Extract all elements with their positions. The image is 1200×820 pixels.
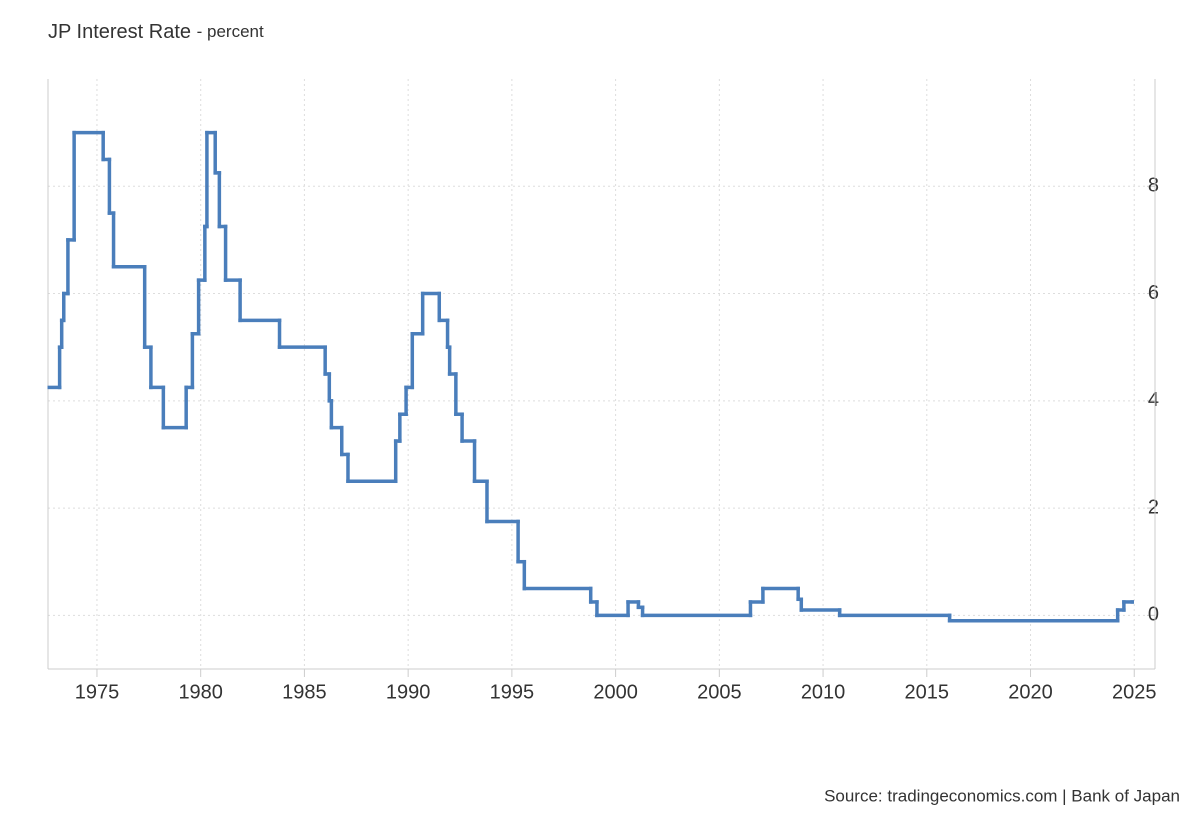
- chart-title-group: JP Interest Rate - percent: [48, 21, 264, 43]
- y-tick-label: 4: [1148, 389, 1159, 411]
- x-tick-label: 1995: [490, 681, 535, 703]
- source: Source: tradingeconomics.com | Bank of J…: [824, 786, 1180, 805]
- x-tick-label: 1980: [178, 681, 223, 703]
- x-tick-label: 2020: [1008, 681, 1053, 703]
- y-tick-label: 6: [1148, 282, 1159, 304]
- x-tick-label: 2000: [593, 681, 638, 703]
- x-tick-label: 1990: [386, 681, 431, 703]
- x-tick-label: 2010: [801, 681, 846, 703]
- y-tick-label: 8: [1148, 175, 1159, 197]
- x-tick-label: 2015: [905, 681, 950, 703]
- chart-subtitle: - percent: [197, 22, 264, 41]
- chart-title: JP Interest Rate: [48, 21, 191, 43]
- x-tick-label: 1985: [282, 681, 327, 703]
- y-tick-label: 2: [1148, 496, 1159, 518]
- x-tick-label: 2025: [1112, 681, 1157, 703]
- y-tick-label: 0: [1148, 604, 1159, 626]
- x-tick-label: 2005: [697, 681, 742, 703]
- x-tick-label: 1975: [75, 681, 120, 703]
